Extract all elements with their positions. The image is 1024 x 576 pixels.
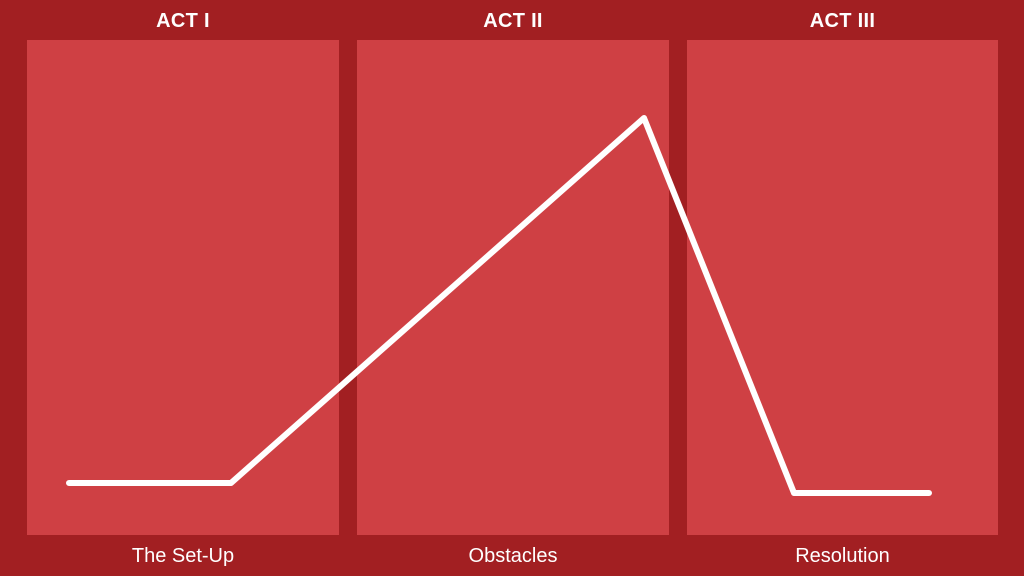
act-3-caption: Resolution: [795, 545, 890, 567]
act-2-panel: [357, 40, 669, 535]
act-3-panel: [687, 40, 998, 535]
act-3-title: ACT III: [809, 10, 876, 32]
act-2-title: ACT II: [483, 10, 543, 32]
act-1-panel: [27, 40, 339, 535]
story-arc-line: [66, 115, 932, 496]
act-1-title: ACT I: [156, 10, 210, 32]
act-1-caption: The Set-Up: [131, 545, 235, 567]
act-2-caption: Obstacles: [468, 545, 558, 567]
